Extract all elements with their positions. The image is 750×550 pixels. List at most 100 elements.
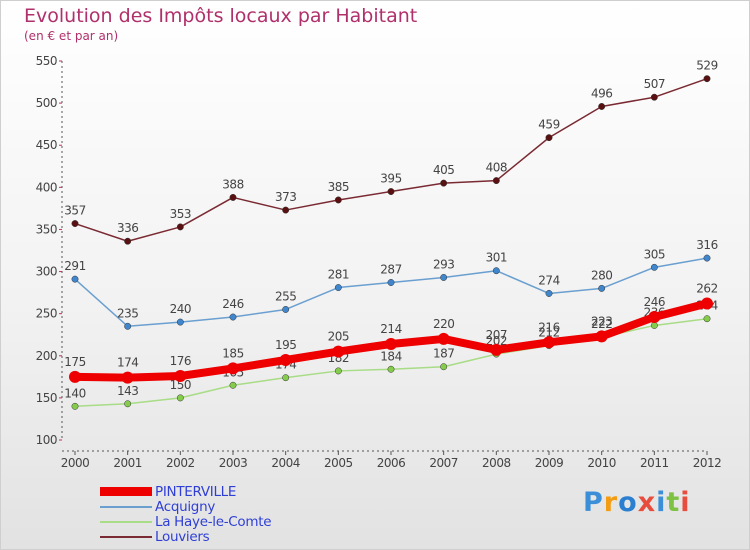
data-point-louviers bbox=[650, 93, 658, 101]
x-tick-label: 2007 bbox=[429, 456, 458, 470]
data-label-acquigny: 280 bbox=[591, 268, 612, 282]
data-point-pinterville bbox=[385, 337, 397, 350]
data-label-la-haye-le-comte: 222 bbox=[591, 317, 612, 331]
data-label-la-haye-le-comte: 184 bbox=[380, 349, 401, 363]
data-label-louviers: 395 bbox=[380, 172, 401, 186]
data-point-pinterville bbox=[543, 336, 555, 349]
data-point-pinterville bbox=[332, 345, 345, 358]
x-tick-label: 2010 bbox=[587, 456, 616, 470]
legend-label: Acquigny bbox=[155, 498, 216, 515]
data-point-la-haye-le-comte bbox=[229, 381, 237, 389]
data-point-acquigny bbox=[545, 290, 553, 297]
x-tick-label: 2001 bbox=[113, 456, 142, 470]
data-point-louviers bbox=[334, 196, 342, 204]
x-tick-label: 2000 bbox=[61, 456, 90, 470]
y-tick-label: 250 bbox=[36, 307, 57, 321]
data-point-louviers bbox=[387, 188, 395, 195]
data-point-acquigny bbox=[650, 263, 658, 271]
data-label-pinterville: 174 bbox=[117, 356, 138, 370]
data-point-acquigny bbox=[176, 318, 184, 326]
data-label-pinterville: 195 bbox=[275, 338, 296, 352]
chart-subtitle: (en € et par an) bbox=[24, 29, 119, 43]
data-point-pinterville bbox=[121, 371, 134, 384]
data-point-pinterville bbox=[490, 343, 503, 356]
data-point-pinterville bbox=[701, 297, 713, 310]
legend-item-pinterville: PINTERVILLE bbox=[100, 483, 271, 500]
data-label-pinterville: 205 bbox=[328, 330, 349, 344]
data-point-louviers bbox=[598, 103, 606, 110]
data-label-acquigny: 301 bbox=[486, 251, 507, 265]
legend-item-louviers: Louviers bbox=[100, 528, 271, 545]
data-label-la-haye-le-comte: 187 bbox=[433, 347, 454, 361]
data-point-acquigny bbox=[124, 322, 132, 330]
legend-label: Louviers bbox=[155, 528, 210, 545]
data-label-la-haye-le-comte: 143 bbox=[117, 384, 138, 398]
data-point-louviers bbox=[176, 223, 184, 231]
data-label-louviers: 357 bbox=[64, 204, 85, 218]
data-point-la-haye-le-comte bbox=[387, 365, 395, 373]
data-label-pinterville: 185 bbox=[222, 346, 243, 360]
data-label-acquigny: 255 bbox=[275, 289, 296, 303]
data-point-la-haye-le-comte bbox=[176, 394, 184, 402]
data-label-pinterville: 246 bbox=[644, 295, 665, 309]
y-tick-label: 300 bbox=[36, 265, 57, 279]
y-tick-label: 200 bbox=[36, 349, 57, 363]
data-label-louviers: 529 bbox=[696, 59, 717, 73]
data-label-louviers: 496 bbox=[591, 86, 612, 100]
legend-label: PINTERVILLE bbox=[155, 483, 237, 500]
data-point-louviers bbox=[229, 193, 237, 201]
legend-label: La Haye-le-Comte bbox=[155, 513, 272, 530]
data-label-la-haye-le-comte: 140 bbox=[64, 386, 85, 400]
data-label-acquigny: 281 bbox=[328, 268, 349, 282]
data-label-louviers: 405 bbox=[433, 163, 454, 177]
data-point-pinterville bbox=[174, 369, 187, 382]
y-tick-label: 500 bbox=[36, 96, 57, 110]
data-label-louviers: 336 bbox=[117, 221, 138, 235]
data-point-acquigny bbox=[334, 284, 342, 292]
data-point-louviers bbox=[492, 177, 500, 185]
data-point-louviers bbox=[71, 220, 79, 227]
proxiti-logo: Proxiti bbox=[583, 487, 691, 518]
data-label-acquigny: 316 bbox=[696, 238, 717, 252]
data-point-pinterville bbox=[648, 311, 661, 324]
data-label-acquigny: 293 bbox=[433, 257, 454, 271]
chart-title: Evolution des Impôts locaux par Habitant bbox=[24, 5, 418, 27]
legend-swatch bbox=[100, 535, 152, 538]
x-tick-label: 2002 bbox=[166, 456, 195, 470]
data-point-pinterville bbox=[595, 330, 608, 343]
data-point-la-haye-le-comte bbox=[71, 402, 79, 410]
data-point-louviers bbox=[440, 179, 448, 187]
data-point-pinterville bbox=[69, 370, 81, 383]
data-label-pinterville: 214 bbox=[380, 322, 401, 336]
data-label-acquigny: 240 bbox=[170, 302, 191, 316]
data-point-louviers bbox=[703, 75, 711, 83]
data-label-pinterville: 207 bbox=[486, 328, 507, 342]
x-tick-label: 2009 bbox=[535, 456, 564, 470]
x-tick-label: 2003 bbox=[219, 456, 248, 470]
data-point-acquigny bbox=[598, 284, 606, 292]
legend-item-la-haye-le-comte: La Haye-le-Comte bbox=[100, 513, 272, 530]
data-point-acquigny bbox=[492, 267, 500, 275]
legend-swatch bbox=[100, 505, 152, 508]
y-tick-label: 350 bbox=[36, 222, 57, 236]
x-tick-label: 2006 bbox=[377, 456, 406, 470]
data-label-acquigny: 274 bbox=[538, 273, 559, 287]
x-tick-label: 2011 bbox=[640, 456, 669, 470]
data-point-acquigny bbox=[229, 313, 237, 321]
x-tick-label: 2004 bbox=[271, 456, 300, 470]
data-label-la-haye-le-comte: 202 bbox=[486, 334, 507, 348]
x-tick-label: 2005 bbox=[324, 456, 353, 470]
x-tick-label: 2008 bbox=[482, 456, 511, 470]
data-label-louviers: 507 bbox=[644, 77, 665, 91]
data-label-louviers: 353 bbox=[170, 207, 191, 221]
chart-legend: PINTERVILLE Acquigny La Haye-le-Comte Lo… bbox=[100, 483, 272, 545]
legend-swatch bbox=[100, 520, 152, 523]
data-label-pinterville: 262 bbox=[696, 282, 717, 296]
data-label-louviers: 385 bbox=[328, 180, 349, 194]
data-point-la-haye-le-comte bbox=[650, 322, 658, 329]
data-label-louviers: 388 bbox=[222, 177, 243, 191]
data-point-acquigny bbox=[282, 306, 290, 313]
data-label-pinterville: 175 bbox=[64, 355, 85, 369]
data-point-acquigny bbox=[440, 274, 448, 281]
